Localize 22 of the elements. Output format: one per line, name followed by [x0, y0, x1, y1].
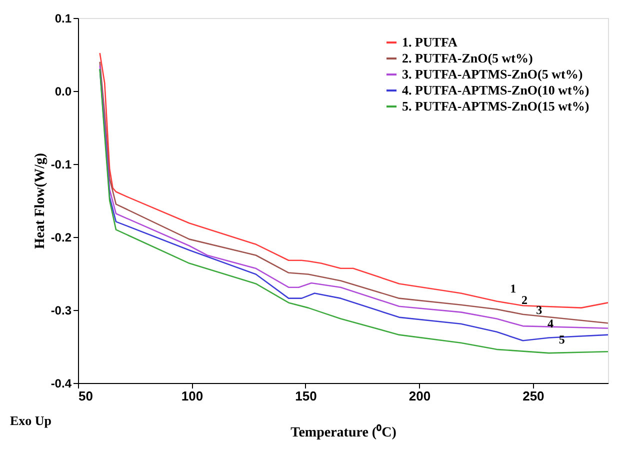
x-tick-label: 150 [295, 388, 317, 404]
x-tick-label: 200 [408, 388, 431, 404]
legend-label: 2. PUTFA-ZnO(5 wt%) [402, 50, 533, 66]
y-tick-label: -0.1 [50, 158, 72, 172]
text: Exo Up [10, 413, 52, 428]
x-axis-title: Temperature (⁰C) [290, 424, 397, 440]
x-tick-label: 50 [78, 388, 93, 404]
annotation: 2 [522, 293, 528, 307]
x-tick-label: 250 [522, 388, 544, 404]
y-tick-label: -0.2 [50, 230, 72, 244]
legend-label: 4. PUTFA-APTMS-ZnO(10 wt%) [402, 82, 590, 98]
y-tick-label: -0.3 [50, 304, 72, 318]
y-axis-title: Heat Flow(W/g) [32, 152, 48, 250]
x-tick-label: 100 [181, 388, 204, 404]
legend-label: 3. PUTFA-APTMS-ZnO(5 wt%) [402, 66, 583, 82]
y-tick-label: -0.4 [50, 376, 72, 390]
annotation: 1 [510, 281, 516, 296]
y-tick-label: 0.0 [54, 84, 72, 98]
legend-label: 1. PUTFA [402, 34, 458, 50]
legend-label: 5. PUTFA-APTMS-ZnO(15 wt%) [402, 98, 590, 114]
annotation: 3 [536, 303, 542, 318]
y-tick-label: 0.1 [54, 12, 72, 26]
